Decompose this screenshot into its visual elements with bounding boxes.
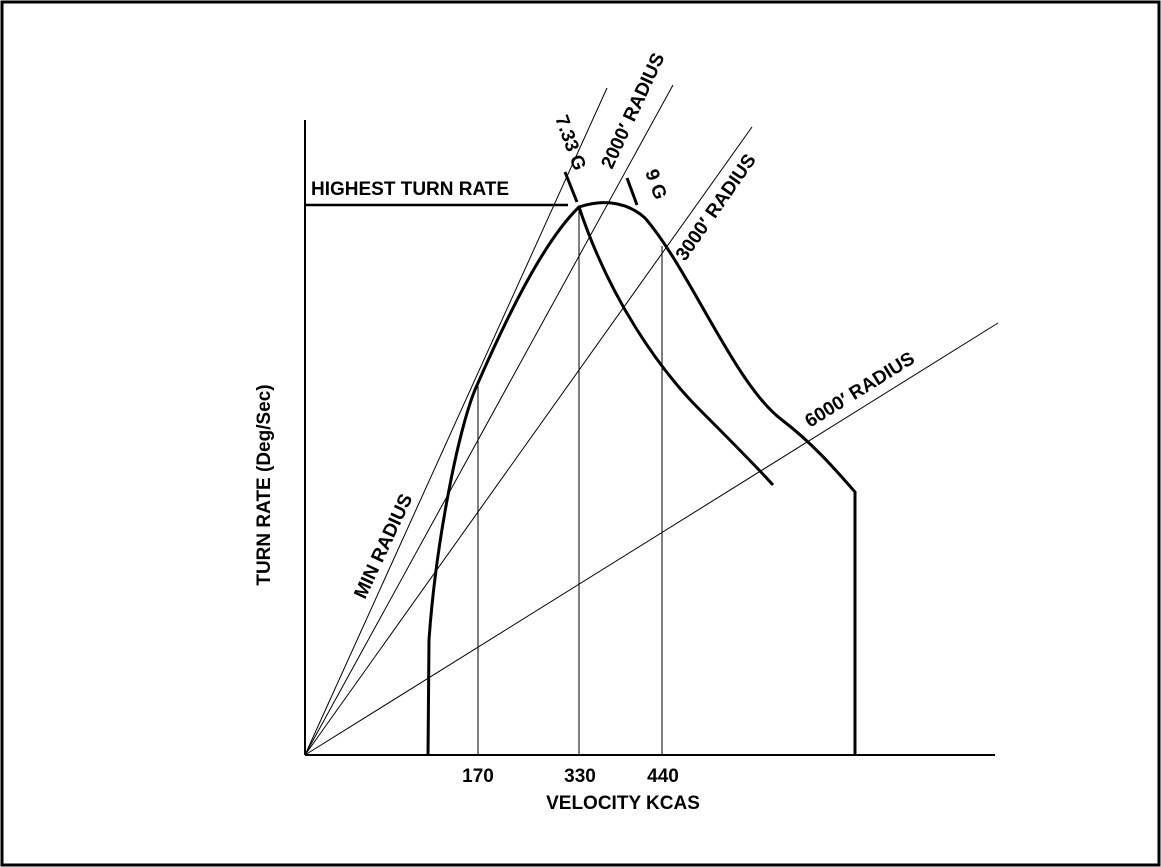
y-axis-title: TURN RATE (Deg/Sec) (254, 384, 275, 585)
min-radius-label: MIN RADIUS (350, 491, 417, 602)
g-733-label: 7.33 G (550, 113, 589, 174)
radius-3000-label: 3000′ RADIUS (672, 150, 761, 264)
radius-2000-line (304, 84, 674, 756)
radius-3000-line (304, 126, 753, 756)
min-radius-line (304, 87, 608, 756)
highest-turn-rate-label: HIGHEST TURN RATE (311, 179, 509, 200)
radius-6000-label: 6000′ RADIUS (802, 348, 919, 432)
x-tick-label: 440 (647, 766, 679, 787)
x-tick-label: 330 (564, 766, 596, 787)
x-tick-label: 170 (462, 766, 494, 787)
g-9-label: 9 G (640, 167, 670, 203)
g-limit-curve (577, 206, 775, 487)
radius-6000-line (304, 322, 999, 756)
g-9-tick (625, 177, 639, 206)
g-733-tick (563, 171, 579, 203)
x-axis-title: VELOCITY KCAS (546, 793, 700, 814)
envelope-curve (426, 201, 857, 756)
